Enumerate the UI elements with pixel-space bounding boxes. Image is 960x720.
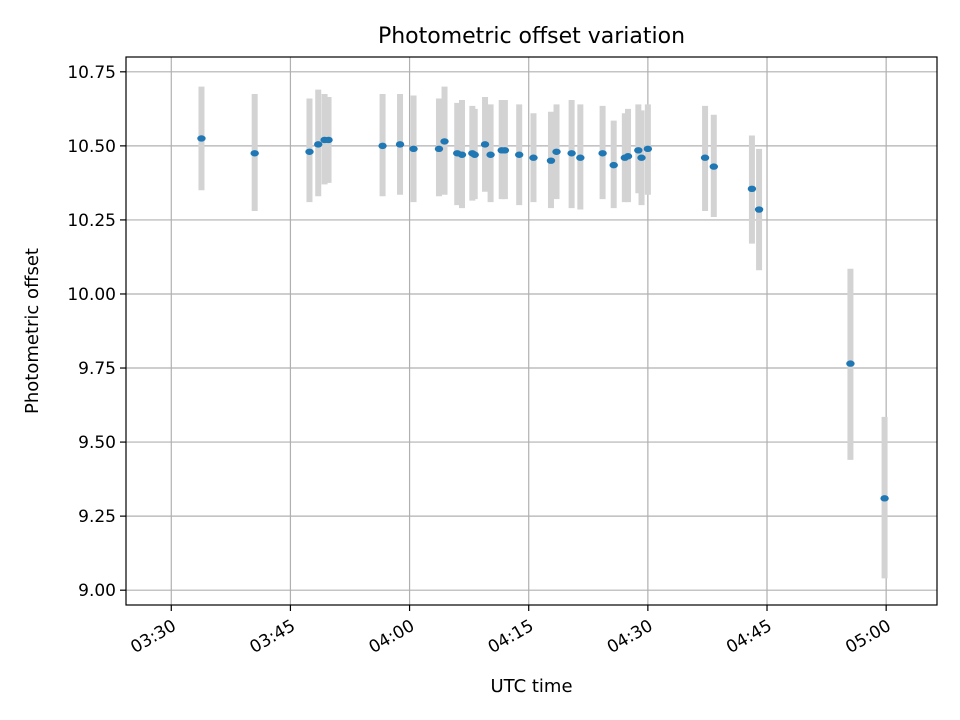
plot-frame [125, 56, 938, 606]
data-points [197, 135, 889, 502]
data-point [709, 163, 718, 170]
data-point [598, 150, 607, 157]
y-tick-label: 10.75 [67, 63, 116, 83]
x-axis-title: UTC time [490, 676, 572, 697]
data-point [643, 145, 653, 153]
y-axis-title: Photometric offset [22, 248, 43, 414]
data-point [514, 151, 524, 158]
data-point [546, 157, 556, 164]
data-point [846, 360, 855, 367]
data-point [434, 145, 444, 153]
y-tick-label: 9.00 [78, 581, 116, 601]
data-point [486, 151, 495, 158]
data-point [324, 136, 333, 144]
data-point [395, 141, 405, 148]
data-point [880, 495, 889, 502]
data-point [529, 154, 538, 161]
data-point [250, 150, 259, 157]
data-point [470, 151, 479, 158]
data-point [305, 148, 314, 155]
data-point [440, 138, 449, 145]
data-point [197, 135, 206, 142]
y-tick-label: 9.50 [78, 433, 116, 453]
data-point [457, 151, 467, 158]
data-point [700, 154, 710, 161]
data-point [314, 141, 323, 148]
data-point [754, 206, 764, 213]
y-tick-label: 9.75 [78, 359, 116, 379]
data-point [634, 147, 643, 154]
y-tick-label: 9.25 [78, 507, 116, 527]
chart-title: Photometric offset variation [378, 24, 685, 49]
data-point [623, 153, 633, 160]
data-point [637, 154, 646, 161]
data-point [378, 142, 387, 150]
data-point [747, 185, 757, 193]
data-point [567, 150, 576, 157]
data-point [609, 161, 618, 169]
y-axis-ticks: 9.00 9.25 9.50 9.75 10.00 10.25 10.50 10.75 [67, 63, 126, 601]
y-tick-label: 10.25 [67, 211, 116, 231]
data-point [409, 145, 418, 153]
y-tick-label: 10.00 [67, 285, 116, 305]
data-point [552, 148, 561, 155]
data-point [500, 147, 510, 154]
y-tick-label: 10.50 [67, 137, 116, 157]
data-point [480, 141, 490, 148]
data-point [576, 154, 585, 161]
